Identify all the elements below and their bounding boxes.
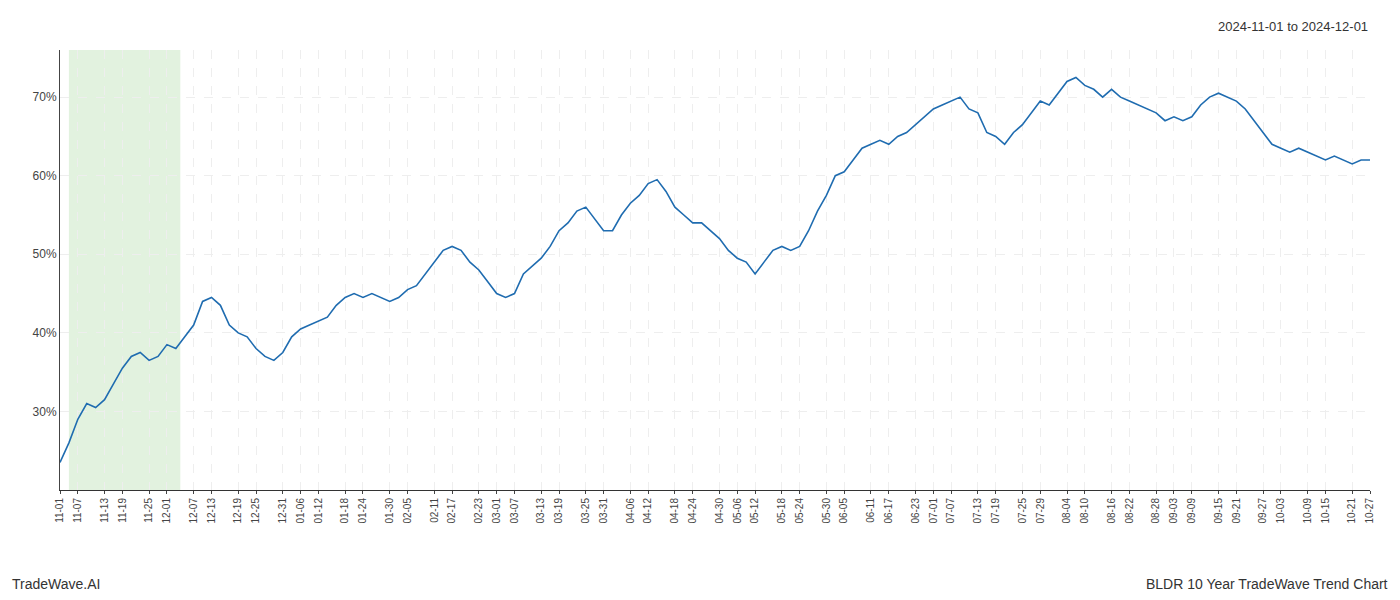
svg-text:10-15: 10-15 (1320, 498, 1331, 524)
svg-text:12-31: 12-31 (277, 498, 288, 524)
svg-text:07-13: 07-13 (972, 498, 983, 524)
svg-text:01-12: 01-12 (313, 498, 324, 524)
svg-text:09-03: 09-03 (1168, 498, 1179, 524)
svg-text:06-05: 06-05 (838, 498, 849, 524)
svg-text:05-24: 05-24 (794, 498, 805, 524)
svg-text:05-18: 05-18 (776, 498, 787, 524)
svg-text:09-15: 09-15 (1213, 498, 1224, 524)
svg-text:03-25: 03-25 (580, 498, 591, 524)
svg-text:06-17: 06-17 (883, 498, 894, 524)
svg-text:05-30: 05-30 (821, 498, 832, 524)
svg-text:07-29: 07-29 (1035, 498, 1046, 524)
svg-text:12-01: 12-01 (161, 498, 172, 524)
svg-text:11-25: 11-25 (143, 498, 154, 523)
svg-text:10-27: 10-27 (1364, 498, 1375, 524)
svg-text:TradeWave.AI: TradeWave.AI (12, 576, 100, 592)
svg-text:10-03: 10-03 (1275, 498, 1286, 524)
svg-text:11-01: 11-01 (54, 498, 65, 523)
svg-text:09-27: 09-27 (1257, 498, 1268, 524)
svg-text:12-07: 12-07 (188, 498, 199, 524)
svg-text:08-04: 08-04 (1061, 498, 1072, 524)
svg-text:09-21: 09-21 (1231, 498, 1242, 524)
svg-text:10-21: 10-21 (1346, 498, 1357, 524)
svg-text:2024-11-01 to 2024-12-01: 2024-11-01 to 2024-12-01 (1218, 19, 1368, 34)
svg-text:12-13: 12-13 (206, 498, 217, 524)
svg-text:03-31: 03-31 (598, 498, 609, 524)
svg-text:03-19: 03-19 (553, 498, 564, 524)
svg-text:12-25: 12-25 (250, 498, 261, 524)
svg-text:08-28: 08-28 (1150, 498, 1161, 524)
svg-text:07-19: 07-19 (990, 498, 1001, 524)
svg-text:70%: 70% (33, 90, 57, 104)
svg-text:01-24: 01-24 (357, 498, 368, 524)
svg-text:05-06: 05-06 (732, 498, 743, 524)
svg-text:04-24: 04-24 (687, 498, 698, 524)
svg-text:02-23: 02-23 (473, 498, 484, 524)
svg-text:50%: 50% (33, 247, 57, 261)
svg-text:02-17: 02-17 (446, 498, 457, 524)
svg-text:30%: 30% (33, 405, 57, 419)
svg-text:04-18: 04-18 (669, 498, 680, 524)
svg-text:01-06: 01-06 (295, 498, 306, 524)
svg-text:10-09: 10-09 (1302, 498, 1313, 524)
svg-text:11-13: 11-13 (99, 498, 110, 523)
svg-text:05-12: 05-12 (749, 498, 760, 524)
svg-text:04-30: 04-30 (714, 498, 725, 524)
svg-text:07-07: 07-07 (945, 498, 956, 524)
svg-text:40%: 40% (33, 326, 57, 340)
svg-text:07-01: 07-01 (928, 498, 939, 524)
svg-text:08-22: 08-22 (1124, 498, 1135, 524)
svg-text:03-01: 03-01 (491, 498, 502, 524)
svg-text:12-19: 12-19 (232, 498, 243, 524)
svg-text:01-18: 01-18 (339, 498, 350, 524)
svg-text:06-11: 06-11 (865, 498, 876, 523)
svg-text:60%: 60% (33, 169, 57, 183)
svg-text:03-13: 03-13 (535, 498, 546, 524)
svg-text:08-16: 08-16 (1106, 498, 1117, 524)
svg-text:04-06: 04-06 (625, 498, 636, 524)
svg-text:07-25: 07-25 (1017, 498, 1028, 524)
svg-text:01-30: 01-30 (384, 498, 395, 524)
svg-text:09-09: 09-09 (1186, 498, 1197, 524)
svg-text:03-07: 03-07 (509, 498, 520, 524)
svg-text:02-05: 02-05 (402, 498, 413, 524)
svg-text:08-10: 08-10 (1079, 498, 1090, 524)
svg-text:BLDR 10 Year TradeWave Trend C: BLDR 10 Year TradeWave Trend Chart (1146, 576, 1388, 592)
svg-text:04-12: 04-12 (642, 498, 653, 524)
svg-text:02-11: 02-11 (429, 498, 440, 523)
svg-text:11-19: 11-19 (117, 498, 128, 523)
svg-text:06-23: 06-23 (910, 498, 921, 524)
svg-text:11-07: 11-07 (72, 498, 83, 523)
